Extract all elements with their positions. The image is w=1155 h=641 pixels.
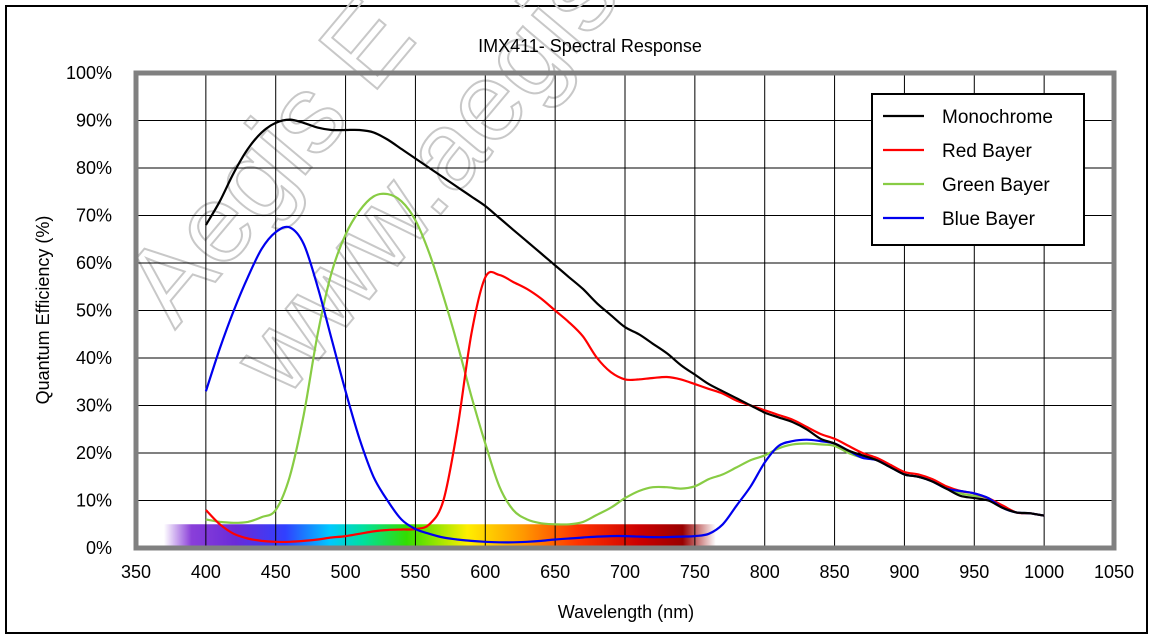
legend-label: Green Bayer	[942, 175, 1050, 196]
x-tick-label: 1050	[1094, 562, 1134, 582]
x-tick-label: 400	[191, 562, 221, 582]
x-tick-label: 900	[889, 562, 919, 582]
y-tick-label: 80%	[76, 158, 112, 178]
y-tick-label: 0%	[86, 538, 112, 558]
x-tick-label: 450	[261, 562, 291, 582]
y-tick-label: 50%	[76, 301, 112, 321]
y-axis-title: Quantum Efficiency (%)	[33, 216, 53, 405]
chart-title: IMX411- Spectral Response	[478, 36, 702, 56]
legend: Monochrome Red Bayer Green Bayer Blue Bayer	[871, 93, 1085, 246]
y-tick-label: 60%	[76, 253, 112, 273]
y-tick-label: 10%	[76, 491, 112, 511]
legend-label: Monochrome	[942, 107, 1053, 128]
x-tick-label: 650	[540, 562, 570, 582]
legend-box	[871, 93, 1085, 246]
x-tick-label: 500	[331, 562, 361, 582]
x-tick-label: 850	[820, 562, 850, 582]
y-tick-label: 40%	[76, 348, 112, 368]
x-tick-label: 600	[470, 562, 500, 582]
series-line-monochrome	[204, 118, 1045, 517]
y-tick-label: 30%	[76, 396, 112, 416]
x-tick-label: 550	[400, 562, 430, 582]
y-tick-label: 90%	[76, 111, 112, 131]
legend-label: Blue Bayer	[942, 209, 1036, 230]
y-tick-label: 70%	[76, 206, 112, 226]
legend-label: Red Bayer	[942, 141, 1032, 162]
chart-frame	[5, 5, 1148, 634]
series-lines	[204, 118, 1045, 544]
x-tick-label: 350	[121, 562, 151, 582]
series-line-red-bayer	[205, 270, 1045, 544]
x-tick-label: 700	[610, 562, 640, 582]
x-axis-title: Wavelength (nm)	[558, 602, 694, 622]
x-axis-ticks: 350 400 450 500 550 600 650 700 750 800 850 900 950 1…	[121, 562, 1134, 582]
plot-border	[133, 70, 1117, 551]
y-tick-label: 100%	[66, 63, 112, 83]
y-tick-label: 20%	[76, 443, 112, 463]
x-tick-label: 1000	[1024, 562, 1064, 582]
x-tick-label: 950	[959, 562, 989, 582]
y-axis-ticks: 0% 10% 20% 30% 40% 50% 60% 70% 80% 90% 100%	[66, 63, 112, 558]
x-tick-label: 750	[680, 562, 710, 582]
x-tick-label: 800	[750, 562, 780, 582]
